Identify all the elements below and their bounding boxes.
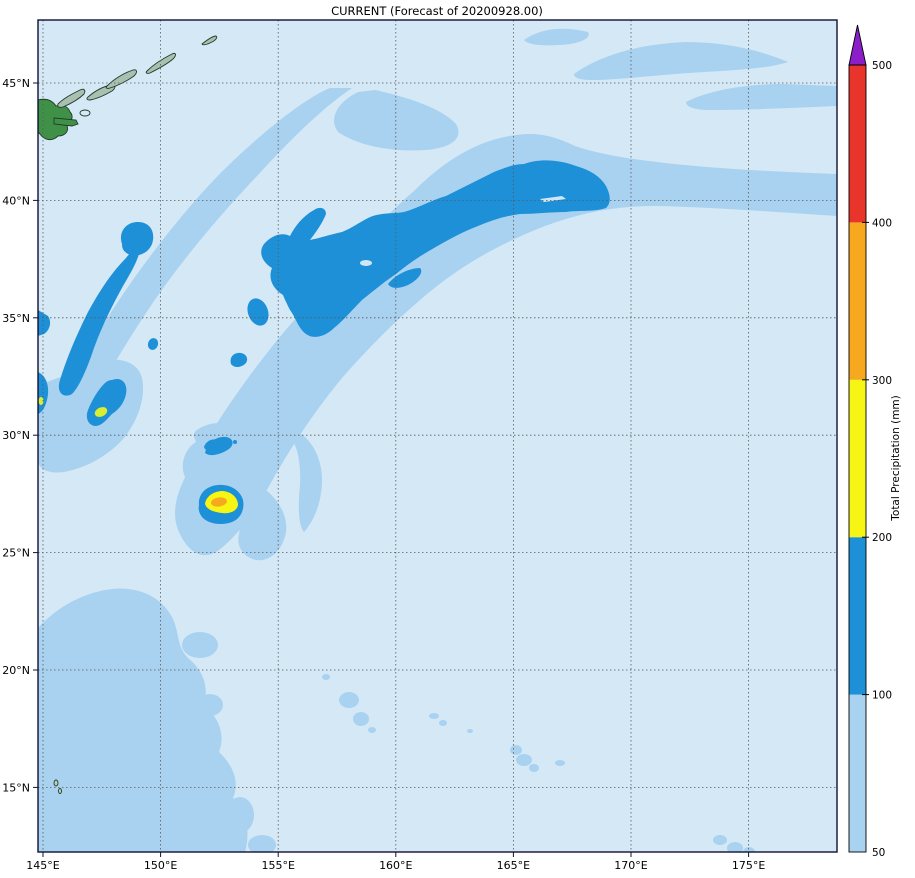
precip-heavy-blob bbox=[247, 298, 269, 326]
west-edge-yellow-dot bbox=[38, 397, 44, 405]
colorbar-tick-label: 300 bbox=[872, 375, 892, 387]
precip-light-speck bbox=[510, 745, 522, 755]
precip-light-patch-north bbox=[334, 90, 459, 151]
lat-tick-label: 20°N bbox=[2, 664, 30, 677]
colorbar-seg-100-200 bbox=[849, 537, 866, 695]
colorbar-tick-label: 50 bbox=[872, 847, 885, 859]
kuril-island bbox=[145, 52, 176, 74]
grid-lines bbox=[38, 20, 837, 852]
precip-light-speck bbox=[368, 727, 376, 733]
colorbar-over-arrow bbox=[848, 24, 867, 66]
precip-heavy-dot bbox=[204, 439, 221, 451]
lat-tick-label: 35°N bbox=[2, 312, 30, 325]
colorbar-seg-50-100 bbox=[849, 694, 866, 852]
colorbar: 50 100 200 300 400 500 Total Precipitati… bbox=[848, 24, 902, 859]
colorbar-tick-label: 100 bbox=[872, 690, 892, 702]
small-islet bbox=[58, 788, 62, 794]
precip-light-speck bbox=[713, 835, 727, 845]
kuril-island bbox=[201, 35, 218, 46]
lat-tick-label: 15°N bbox=[2, 781, 30, 794]
band-hole bbox=[360, 260, 372, 266]
land-nemuro-peninsula bbox=[53, 117, 79, 127]
lon-tick-label: 150°E bbox=[144, 859, 177, 872]
precip-light-blob bbox=[182, 632, 218, 658]
precip-heavy-dot bbox=[230, 352, 248, 367]
precip-light-speck bbox=[529, 764, 539, 772]
precip-light-speck bbox=[516, 754, 532, 766]
precip-light-blob bbox=[174, 669, 202, 701]
lat-tick-label: 45°N bbox=[2, 77, 30, 90]
kuril-islet-ring bbox=[79, 109, 91, 117]
colorbar-seg-200-300 bbox=[849, 379, 866, 538]
precip-light-blob bbox=[197, 694, 223, 716]
chart-title: CURRENT (Forecast of 20200928.00) bbox=[331, 4, 543, 18]
precip-light-top-streak-1 bbox=[524, 28, 589, 46]
precip-heavy-dot bbox=[147, 338, 159, 350]
colorbar-tick-label: 400 bbox=[872, 217, 892, 229]
precip-light-speck bbox=[467, 729, 473, 733]
precip-light-top-streak-2 bbox=[574, 42, 788, 80]
colorbar-ticks bbox=[862, 221, 869, 696]
precip-light-speck bbox=[339, 692, 359, 708]
lon-tick-label: 160°E bbox=[379, 859, 412, 872]
kuril-island bbox=[105, 69, 137, 89]
precip-light-blob bbox=[226, 797, 254, 833]
precip-heavy-sw-streak bbox=[58, 250, 139, 396]
plot-border bbox=[37, 19, 838, 853]
precip-extreme-cores bbox=[38, 397, 238, 514]
precipitation-layers bbox=[38, 20, 837, 852]
small-islet bbox=[53, 779, 59, 787]
latitude-axis: 45°N 40°N 35°N 30°N 25°N 20°N 15°N bbox=[2, 77, 30, 794]
precip-light-blob bbox=[184, 732, 216, 758]
precip-light-typhoon-arm bbox=[292, 432, 322, 532]
precip-heavy-main-band bbox=[261, 160, 610, 337]
axis-ticks bbox=[33, 82, 750, 857]
colorbar-tick-label: 500 bbox=[872, 60, 892, 72]
lon-tick-label: 145°E bbox=[26, 859, 59, 872]
lon-tick-label: 170°E bbox=[614, 859, 647, 872]
precip-light-speck bbox=[322, 674, 330, 680]
precip-light-speck bbox=[429, 713, 439, 719]
colorbar-outline bbox=[848, 64, 867, 853]
lon-tick-label: 165°E bbox=[497, 859, 530, 872]
precip-heavy-streaklet bbox=[388, 268, 422, 288]
longitude-axis: 145°E 150°E 155°E 160°E 165°E 170°E 175°… bbox=[26, 859, 765, 872]
precip-heavy-dot bbox=[233, 440, 237, 444]
precip-light-speck bbox=[743, 847, 755, 852]
precip-heavy-west-bit bbox=[38, 310, 51, 336]
colorbar-seg-300-400 bbox=[849, 222, 866, 380]
precip-light-speck bbox=[555, 760, 565, 766]
lon-tick-label: 175°E bbox=[732, 859, 765, 872]
lat-tick-label: 30°N bbox=[2, 429, 30, 442]
lat-tick-label: 25°N bbox=[2, 547, 30, 560]
precip-light-speck bbox=[353, 712, 369, 726]
comma-yellow-core bbox=[94, 407, 108, 417]
precip-light-speck bbox=[727, 842, 743, 852]
land-regions bbox=[38, 35, 218, 794]
lon-tick-label: 155°E bbox=[261, 859, 294, 872]
precip-light-blob bbox=[248, 835, 276, 852]
kuril-island bbox=[57, 88, 86, 108]
precip-light-sw-amoeba bbox=[38, 588, 248, 852]
typhoon-orange-core bbox=[211, 497, 227, 507]
colorbar-tick-label: 200 bbox=[872, 532, 892, 544]
precip-light-speck bbox=[439, 720, 447, 726]
colorbar-seg-400-500 bbox=[849, 65, 866, 223]
colorbar-axis-label: Total Precipitation (mm) bbox=[890, 395, 902, 521]
precip-light-top-streak-3 bbox=[686, 84, 837, 110]
lat-tick-label: 40°N bbox=[2, 194, 30, 207]
precip-heavy-nw-blob bbox=[120, 222, 154, 256]
